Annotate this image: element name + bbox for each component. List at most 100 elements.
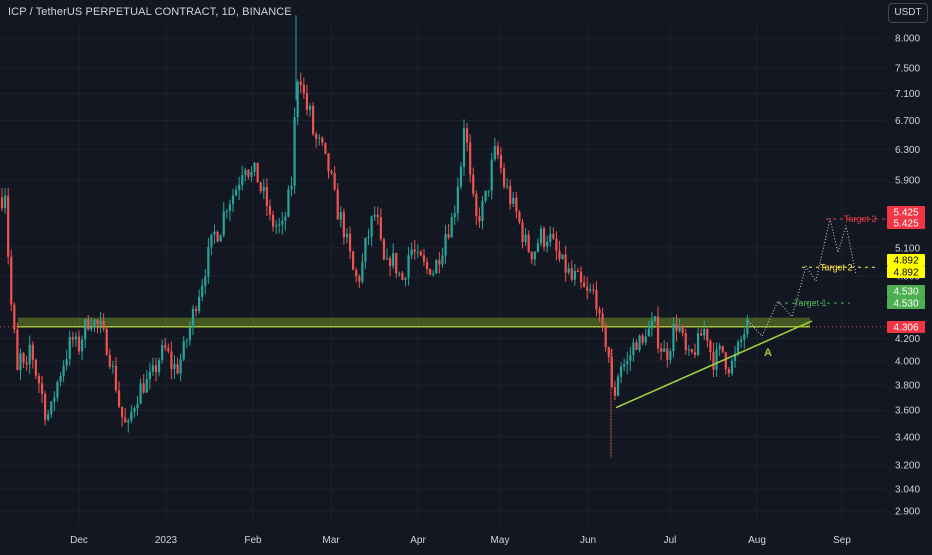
candle-body — [456, 186, 459, 214]
candle-body — [407, 255, 410, 279]
candle-body — [607, 347, 610, 357]
candle-body — [47, 414, 50, 420]
candle-body — [3, 195, 7, 209]
candle-body — [730, 360, 734, 374]
candle-body — [358, 276, 361, 282]
candle-body — [327, 153, 330, 172]
candle-body — [493, 146, 496, 160]
candle-body — [678, 325, 681, 332]
candle-body — [459, 166, 463, 187]
candle-body — [0, 197, 4, 209]
candle-body — [601, 313, 604, 326]
candle-body — [188, 327, 191, 341]
price-badge-label: 4.530 — [893, 287, 918, 298]
candle-body — [234, 189, 238, 196]
candle-body — [74, 336, 78, 340]
candle-body — [469, 142, 472, 175]
candle-body — [219, 235, 222, 242]
price-badge-label: 5.425 — [893, 219, 918, 230]
y-tick-label: 5.900 — [895, 175, 920, 186]
chart-title: ICP / TetherUS PERPETUAL CONTRACT, 1D, B… — [8, 6, 292, 18]
candle-body — [610, 356, 613, 388]
candle-body — [324, 142, 327, 154]
candle-body — [293, 117, 296, 186]
candle-body — [145, 379, 148, 393]
candle-body — [198, 296, 201, 311]
candle-body — [693, 352, 697, 355]
x-tick-label: Sep — [833, 535, 851, 546]
candle-body — [696, 333, 700, 355]
candle-body — [478, 216, 481, 222]
candle-body — [108, 354, 111, 367]
candle-body — [157, 360, 161, 373]
candle-body — [444, 234, 447, 256]
candle-body — [238, 184, 241, 190]
candle-body — [222, 211, 225, 236]
candle-body — [299, 81, 302, 85]
candle-body — [102, 320, 105, 329]
candle-body — [401, 273, 404, 280]
y-tick-label: 7.500 — [895, 64, 920, 75]
candle-body — [724, 352, 727, 370]
target1-label: Target 1 — [794, 298, 827, 308]
candle-body — [416, 251, 419, 253]
candle-body — [706, 328, 709, 341]
candle-body — [558, 250, 561, 259]
candle-body — [555, 238, 558, 251]
candle-body — [114, 365, 118, 391]
candle-body — [268, 206, 272, 215]
candle-body — [441, 255, 444, 265]
candle-body — [182, 341, 185, 360]
candle-body — [348, 233, 352, 252]
candle-body — [130, 411, 133, 421]
candle-body — [663, 348, 666, 352]
candle-body — [117, 390, 121, 407]
price-badge — [887, 217, 925, 229]
candle-body — [228, 204, 232, 211]
candle-body — [669, 351, 672, 360]
candle-body — [656, 316, 660, 349]
candle-body — [512, 197, 515, 204]
candle-body — [450, 217, 453, 238]
candle-body — [84, 319, 87, 340]
candle-body — [388, 258, 392, 267]
candle-body — [373, 214, 376, 217]
candle-body — [96, 320, 99, 325]
candle-body — [302, 84, 305, 94]
candle-body — [22, 353, 25, 363]
candle-body — [684, 333, 687, 351]
candle-body — [68, 337, 71, 359]
candle-body — [204, 276, 207, 286]
candle-body — [481, 200, 484, 222]
x-tick-label: Mar — [322, 535, 340, 546]
candle-body — [619, 366, 623, 377]
candle-body — [703, 328, 706, 336]
candle-body — [148, 371, 151, 380]
candle-body — [342, 212, 345, 238]
price-badge-label: 4.530 — [893, 299, 918, 310]
candle-body — [139, 383, 142, 404]
candle-body — [579, 271, 583, 283]
candle-body — [379, 217, 382, 240]
candle-body — [660, 348, 663, 352]
candle-body — [185, 340, 188, 342]
candle-body — [632, 342, 635, 356]
candle-body — [530, 251, 533, 260]
candle-body — [201, 285, 204, 297]
y-tick-label: 3.200 — [895, 461, 920, 472]
candle-body — [533, 251, 536, 260]
y-tick-label: 4.200 — [895, 334, 920, 345]
candle-body — [583, 282, 586, 288]
candle-body — [638, 335, 641, 350]
currency-button[interactable]: USDT — [888, 3, 928, 23]
candle-body — [641, 335, 644, 343]
candle-body — [718, 345, 721, 350]
candle-body — [392, 253, 395, 267]
candle-body — [154, 365, 158, 373]
candle-body — [733, 353, 737, 361]
candle-body — [675, 324, 678, 332]
candle-body — [278, 224, 281, 226]
price-badge — [887, 321, 925, 333]
candle-body — [13, 304, 16, 330]
